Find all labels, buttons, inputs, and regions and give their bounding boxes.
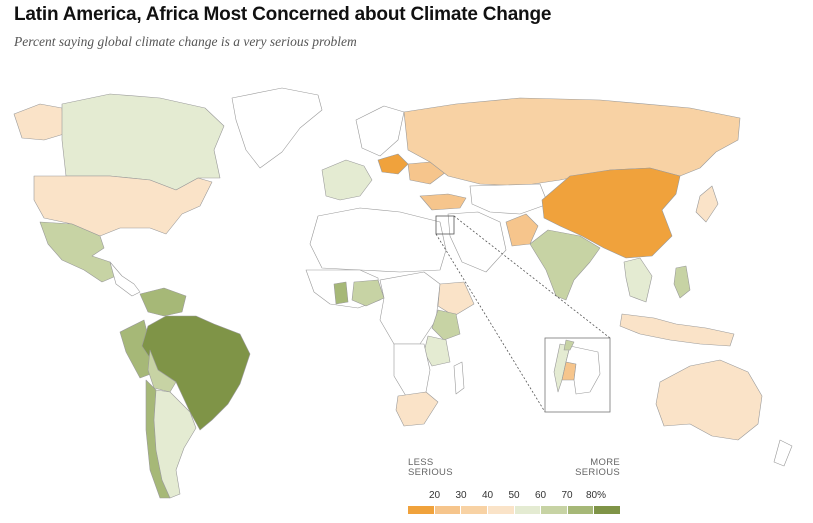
region-greenland (231, 87, 323, 169)
region-argentina (153, 389, 197, 499)
legend-ticks: 20 30 40 50 60 70 80% (408, 490, 620, 502)
legend-swatch (594, 506, 620, 514)
legend-swatch (541, 506, 568, 514)
legend-more-line-1: MORE (590, 457, 620, 468)
legend-swatch (461, 506, 488, 514)
inset-callout-line (435, 233, 546, 413)
region-lebanon-inset (563, 339, 575, 351)
color-legend: LESS SERIOUS MORE SERIOUS 20 30 40 50 60… (408, 458, 620, 518)
region-western-europe (321, 159, 373, 201)
region-united-states (33, 175, 213, 237)
region-indonesia (619, 313, 735, 347)
legend-swatch (408, 506, 435, 514)
region-madagascar (453, 361, 465, 395)
region-new-zealand (773, 439, 793, 467)
legend-tick: 20 (428, 490, 441, 501)
legend-tick: 40 (481, 490, 494, 501)
legend-tick: 80% (585, 490, 607, 501)
legend-tick: 30 (455, 490, 467, 501)
region-russia (403, 97, 741, 187)
inset-source-box (435, 215, 455, 235)
page-title: Latin America, Africa Most Concerned abo… (14, 4, 552, 25)
region-kenya (431, 309, 461, 341)
region-philippines (673, 265, 691, 299)
region-ukraine (407, 161, 447, 185)
region-poland (377, 153, 409, 175)
region-japan (695, 185, 719, 223)
region-india (529, 229, 601, 301)
region-pakistan (505, 213, 539, 247)
legend-less-line-2: SERIOUS (408, 467, 453, 478)
region-southeast-asia (623, 257, 653, 303)
region-nigeria (351, 279, 385, 307)
region-alaska (13, 103, 65, 141)
region-australia (655, 359, 763, 441)
region-central-america (109, 261, 141, 297)
region-north-africa (309, 207, 447, 273)
legend-less-label: LESS SERIOUS (408, 458, 453, 478)
legend-color-bar (408, 506, 620, 514)
region-ethiopia (437, 281, 475, 317)
legend-tick: 70 (561, 490, 573, 501)
page-subtitle: Percent saying global climate change is … (14, 34, 357, 49)
region-south-africa (395, 391, 439, 427)
region-central-asia (469, 183, 549, 215)
legend-swatch (567, 506, 595, 514)
legend-swatch (514, 506, 542, 514)
region-venezuela (139, 287, 187, 317)
legend-tick: 50 (508, 490, 520, 501)
region-middle-east (447, 211, 507, 273)
region-central-africa (379, 271, 441, 345)
region-turkey (419, 193, 467, 211)
region-jordan-inset (565, 345, 601, 395)
legend-less-line-1: LESS (408, 457, 434, 468)
legend-swatch (487, 506, 515, 514)
region-china (541, 167, 681, 259)
region-scandinavia (355, 105, 405, 157)
legend-tick: 60 (534, 490, 547, 501)
region-southern-africa (393, 343, 431, 397)
inset-callout-line (453, 215, 611, 339)
legend-more-label: MORE SERIOUS (575, 458, 620, 478)
legend-swatch (434, 506, 462, 514)
region-ghana (333, 281, 349, 305)
legend-more-line-2: SERIOUS (575, 467, 620, 478)
region-canada (61, 93, 225, 191)
